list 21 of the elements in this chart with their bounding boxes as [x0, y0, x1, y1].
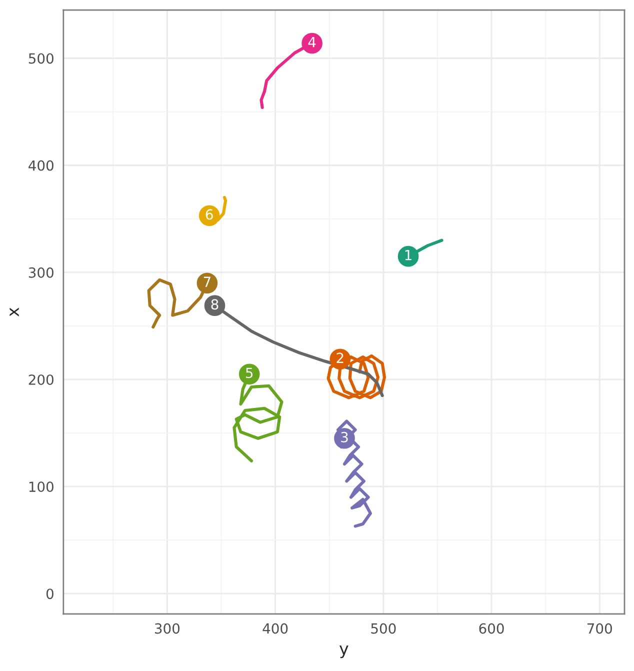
series-label: 6 — [206, 209, 213, 220]
series-label: 1 — [405, 250, 412, 260]
x-tick-label: 400 — [262, 623, 288, 634]
series-label: 8 — [211, 299, 218, 310]
y-tick-label: 500 — [28, 53, 54, 64]
series-label: 7 — [204, 276, 210, 287]
x-tick-label: 600 — [479, 623, 504, 634]
y-tick-label: 300 — [28, 267, 54, 278]
y-tick-label: 200 — [28, 374, 54, 385]
series-label: 3 — [341, 432, 348, 442]
x-tick-label: 500 — [371, 623, 396, 634]
y-tick-label: 400 — [28, 160, 54, 171]
y-tick-label: 100 — [29, 482, 54, 492]
y-axis-title: x — [10, 308, 19, 316]
x-axis-title: y — [340, 646, 348, 658]
series-label: 2 — [336, 352, 344, 363]
series-label: 5 — [246, 368, 253, 378]
series-label: 4 — [308, 36, 316, 48]
x-tick-label: 300 — [154, 623, 180, 634]
y-tick-label: 0 — [46, 588, 54, 600]
x-tick-label: 700 — [588, 623, 612, 634]
